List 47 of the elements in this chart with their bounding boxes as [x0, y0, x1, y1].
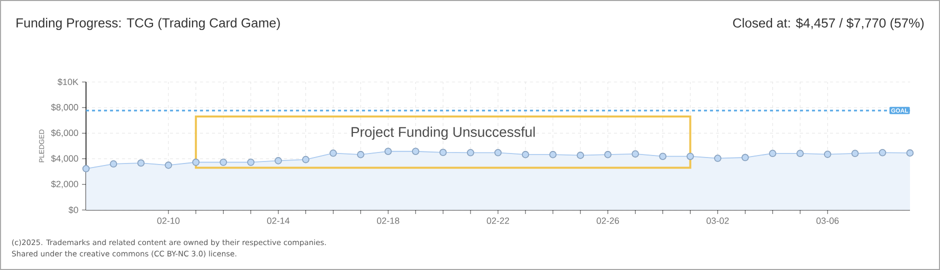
x-tick-label: 02-10 [157, 218, 180, 224]
point [549, 150, 557, 158]
point [192, 158, 200, 166]
x-tick-label: 03-02 [706, 218, 729, 224]
point [164, 162, 172, 169]
x-tick-label: 02-14 [267, 218, 290, 224]
x-tick-label: 02-22 [486, 218, 510, 224]
point [659, 152, 666, 160]
x-tick-label: 02-26 [596, 218, 619, 224]
point [466, 148, 474, 156]
point [110, 160, 118, 168]
point [220, 158, 227, 166]
point [439, 148, 447, 156]
point [906, 149, 914, 157]
point [357, 150, 364, 158]
point [82, 164, 90, 172]
point [247, 158, 254, 166]
point [851, 150, 859, 158]
point [878, 148, 886, 156]
point [796, 150, 804, 158]
y-tick-label: $4,000 [51, 154, 78, 163]
point [494, 148, 502, 156]
annotation: Project Funding Unsuccessful [352, 126, 535, 140]
chart-subtitle: Closed at: $4,457 / $7,770 (57%) [733, 18, 924, 30]
y-tick-label: $8,000 [51, 104, 78, 112]
point [742, 154, 749, 162]
y-tick-label: $0 [68, 206, 78, 214]
y-tick-label: $6,000 [51, 129, 78, 138]
point [604, 150, 612, 158]
point [824, 150, 832, 158]
x-tick-label: 03-06 [816, 218, 839, 224]
point [769, 150, 776, 158]
point [714, 154, 722, 162]
point [274, 157, 282, 164]
x-tick-label: 02-18 [376, 218, 400, 224]
chart-title: Funding Progress: TCG (Trading Card Game) [16, 18, 280, 30]
point [576, 152, 584, 159]
point [330, 150, 337, 157]
point [632, 150, 639, 158]
y-tick-label: $10K [58, 78, 78, 86]
point [302, 156, 310, 164]
point [384, 148, 392, 156]
point [686, 152, 694, 160]
point [522, 150, 530, 158]
y-tick-label: $2,000 [51, 180, 78, 188]
point [412, 148, 420, 156]
point [137, 159, 145, 167]
